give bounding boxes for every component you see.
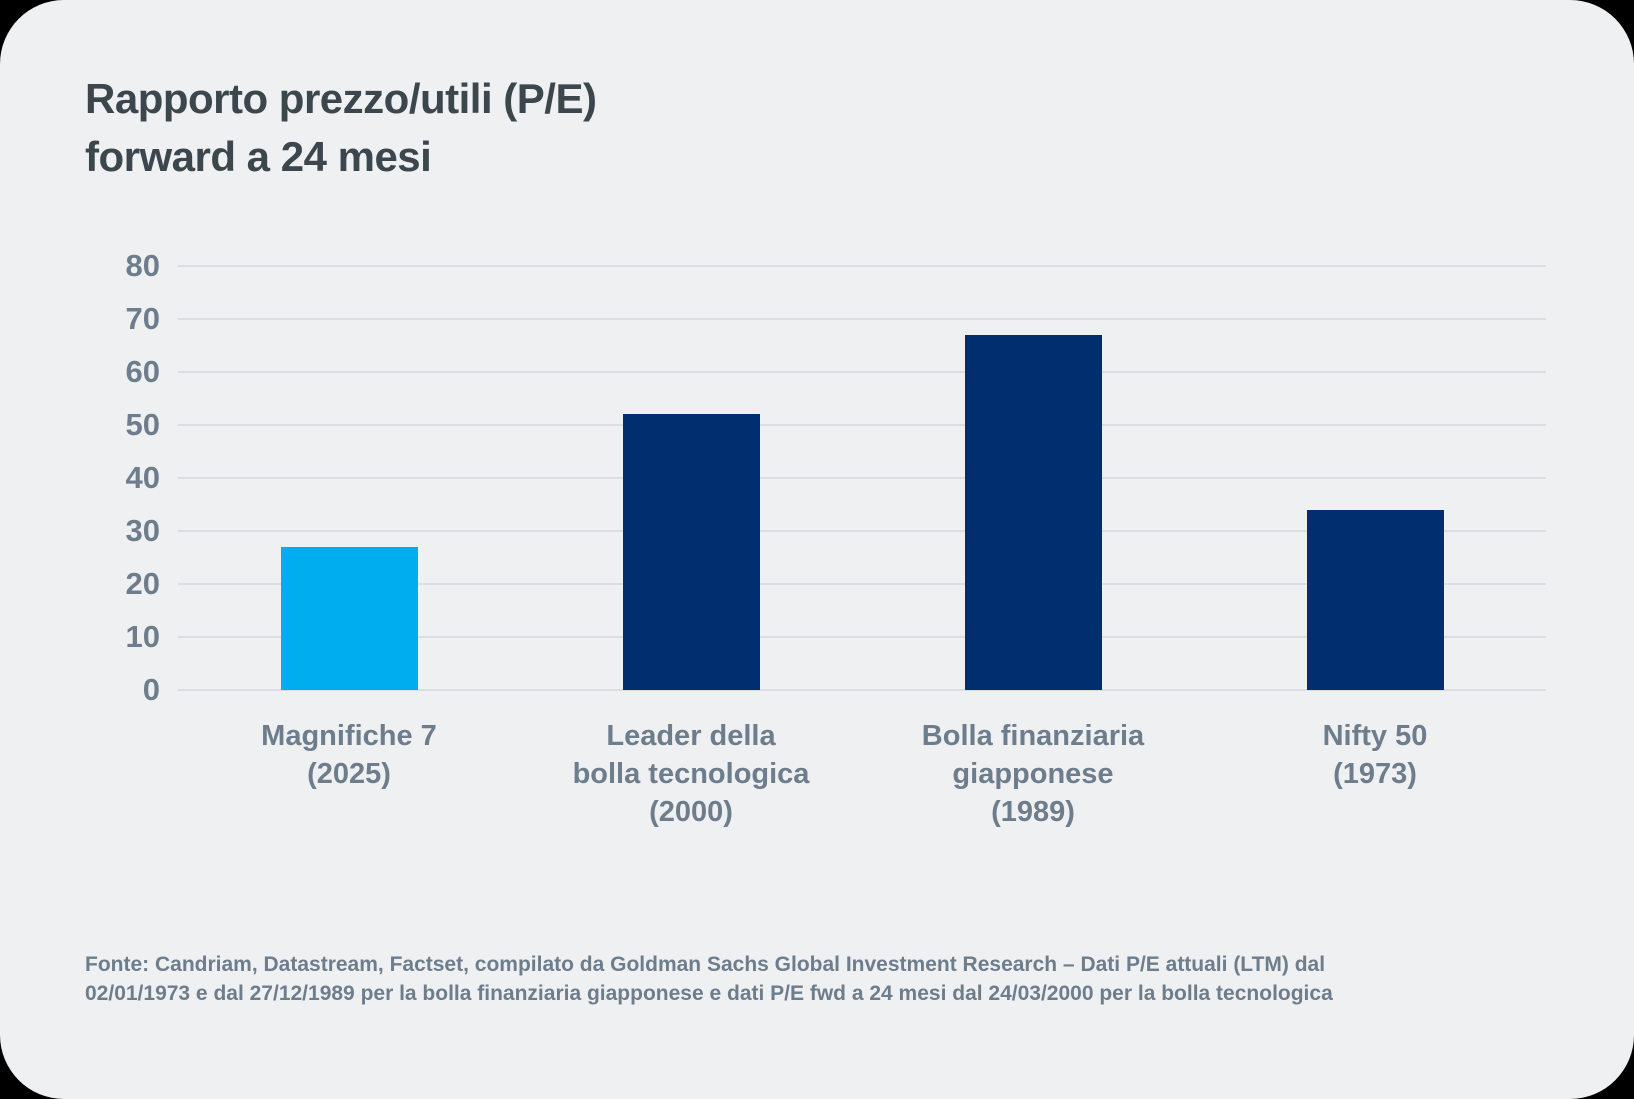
chart-title: Rapporto prezzo/utili (P/E) forward a 24… (85, 75, 597, 180)
gridline-y-30 (178, 530, 1546, 532)
gridline-y-50 (178, 424, 1546, 426)
source-footnote: Fonte: Candriam, Datastream, Factset, co… (85, 953, 1333, 1005)
bar-2 (622, 414, 760, 690)
x-axis-label-magnifiche-7: Magnifiche 7 (2025) (261, 720, 437, 790)
gridline-y-70 (178, 318, 1546, 320)
y-axis-tick-10: 10 (125, 619, 160, 654)
bar-3 (964, 334, 1102, 690)
y-axis-tick-70: 70 (125, 301, 160, 336)
gridline-y-40 (178, 477, 1546, 479)
x-axis-label-nifty-50: Nifty 50 (1973) (1322, 720, 1428, 790)
bar-4 (1306, 509, 1444, 690)
gridline-y-0 (178, 689, 1546, 691)
y-axis-tick-40: 40 (125, 460, 160, 495)
plot-area: 80 70 60 50 40 30 20 10 0 (126, 248, 1546, 707)
y-axis-tick-50: 50 (125, 407, 160, 442)
y-axis-tick-60: 60 (125, 354, 160, 389)
x-axis-labels: Magnifiche 7 (2025) Leader della bolla t… (178, 718, 1546, 838)
x-axis-label-leader-bolla-tecnologica: Leader della bolla tecnologica (2000) (572, 720, 810, 828)
gridline-y-10 (178, 636, 1546, 638)
gridline-y-20 (178, 583, 1546, 585)
x-axis-label-bolla-finanziaria-giapponese: Bolla finanziaria giapponese (1989) (921, 720, 1145, 828)
y-axis-tick-20: 20 (125, 566, 160, 601)
gridline-y-60 (178, 371, 1546, 373)
y-axis-tick-30: 30 (125, 513, 160, 548)
bar-1 (280, 546, 418, 690)
y-axis-tick-80: 80 (125, 248, 160, 283)
gridline-y-80 (178, 265, 1546, 267)
y-axis-tick-0: 0 (142, 672, 160, 707)
